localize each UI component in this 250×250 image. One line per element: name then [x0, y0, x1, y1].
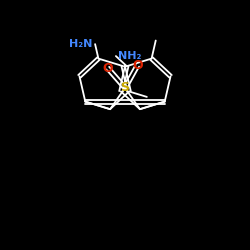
Text: O: O — [102, 62, 113, 75]
Text: NH₂: NH₂ — [118, 51, 142, 61]
Text: O: O — [132, 59, 143, 72]
Text: S: S — [120, 82, 130, 94]
Text: H₂N: H₂N — [69, 39, 92, 49]
